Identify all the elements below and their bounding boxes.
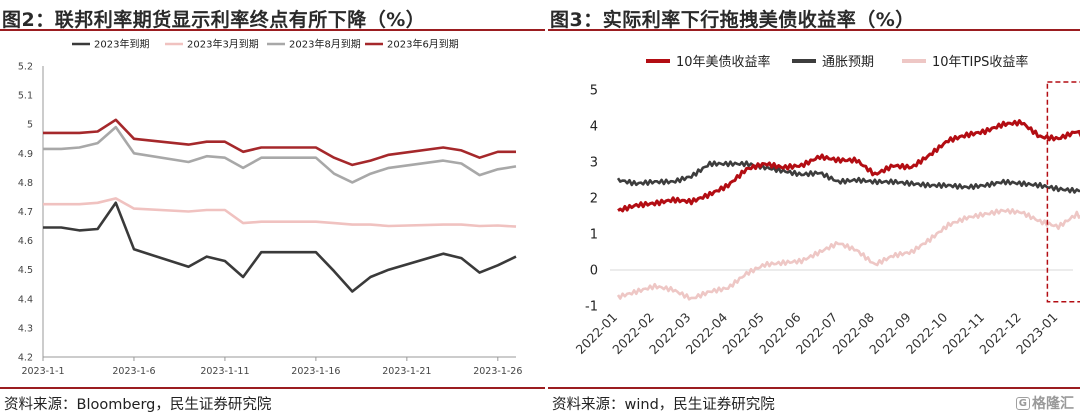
x-tick-label: 2023-1-1 — [21, 366, 64, 377]
series-line — [43, 118, 516, 167]
x-tick-label: 2023-1-6 — [112, 366, 155, 377]
x-tick-label: 2023-1-21 — [382, 366, 431, 377]
legend-label: 2023年3月到期 — [187, 38, 259, 51]
fed-funds-futures-chart: 4.2 4.3 4.4 4.5 4.6 4.7 4.8 4.9 5 5.1 5.2 2023-1-1 2… — [18, 38, 523, 378]
series-line — [616, 160, 1080, 194]
right-source-note: 资料来源：wind，民生证券研究院 — [552, 397, 775, 413]
y-tick-label: 4.8 — [18, 178, 33, 189]
x-tick-label: 2023-1-16 — [291, 366, 340, 377]
y-tick-label: 1 — [590, 228, 598, 243]
y-tick-label: 5 — [27, 120, 33, 131]
right-title-rule — [548, 29, 1080, 31]
y-tick-label: 5 — [590, 84, 598, 99]
watermark-logo: G 格隆汇 — [1015, 393, 1074, 413]
left-source-note: 资料来源：Bloomberg，民生证券研究院 — [4, 397, 272, 413]
y-tick-label: 4.9 — [18, 149, 33, 160]
series-line — [616, 208, 1080, 301]
highlight-box — [1046, 81, 1080, 303]
y-tick-label: 4.3 — [18, 323, 33, 334]
legend-label: 2023年到期 — [94, 38, 149, 51]
x-tick-label: 2023-1-11 — [200, 366, 249, 377]
left-source-rule — [0, 387, 545, 389]
series-line — [43, 197, 517, 228]
watermark-icon: G — [1015, 397, 1030, 410]
right-source-rule — [548, 387, 1080, 389]
legend-label: 2023年6月到期 — [387, 38, 459, 51]
legend-label: 通胀预期 — [822, 55, 874, 70]
left-title-rule — [0, 29, 545, 31]
real-yield-chart: -10123452022-012022-022022-032022-042022… — [573, 54, 1080, 357]
right-figure-panel: 图3：实际利率下行拖拽美债收益率（%） -1 0 1 2 3 4 5 2022-01 2022-… — [548, 0, 1080, 415]
legend-label: 10年美债收益率 — [676, 54, 771, 70]
y-tick-label: 4.5 — [18, 265, 33, 276]
legend-label: 10年TIPS收益率 — [932, 54, 1028, 70]
y-tick-label: 4.6 — [18, 236, 33, 247]
y-tick-label: 4.2 — [18, 353, 33, 364]
series-line — [617, 119, 1080, 213]
y-tick-label: 5.1 — [18, 91, 33, 102]
y-tick-label: 5.2 — [18, 62, 33, 73]
y-tick-label: 2 — [590, 192, 598, 207]
y-tick-label: 0 — [590, 264, 598, 279]
x-tick-label: 2023-1-26 — [473, 366, 522, 377]
y-tick-label: 3 — [590, 156, 598, 171]
left-figure-title: 图2：联邦利率期货显示利率终点有所下降（%） — [2, 9, 426, 31]
y-tick-label: -1 — [585, 300, 598, 315]
y-tick-label: 4.4 — [18, 294, 33, 305]
series-line — [43, 201, 517, 293]
left-figure-panel: 图2：联邦利率期货显示利率终点有所下降（%） 4.2 4.3 4.4 4.5 4.6 4.… — [0, 9, 545, 413]
right-figure-title: 图3：实际利率下行拖拽美债收益率（%） — [550, 9, 915, 31]
y-tick-label: 4.7 — [18, 207, 33, 218]
series-line — [43, 125, 517, 184]
y-tick-label: 4 — [590, 120, 598, 135]
legend-label: 2023年8月到期 — [289, 38, 361, 51]
watermark-text: 格隆汇 — [1032, 396, 1074, 412]
